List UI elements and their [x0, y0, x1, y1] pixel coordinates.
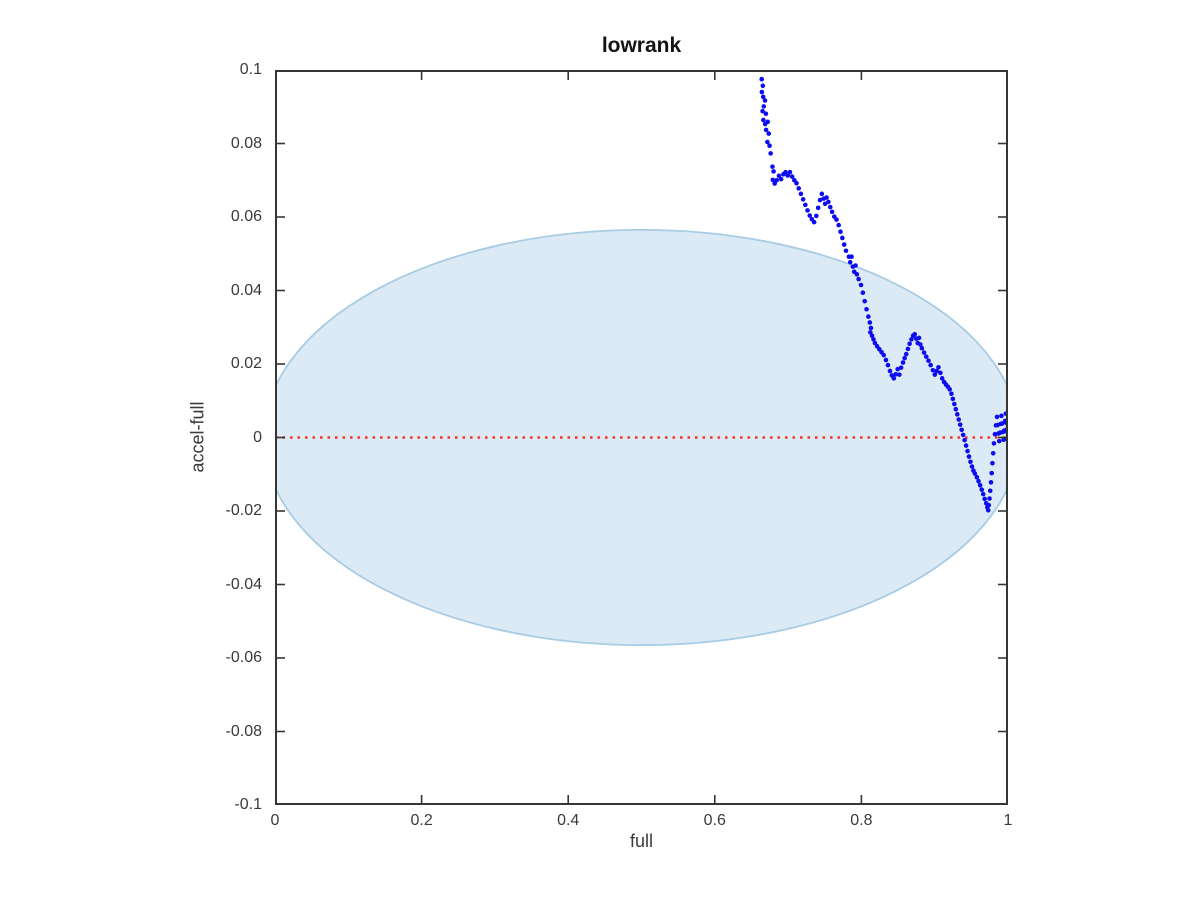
y-tick-label: 0 — [253, 428, 262, 446]
y-tick-label: 0.06 — [230, 208, 262, 225]
y-tick-label: 0.02 — [230, 355, 262, 372]
y-tick-label: -0.02 — [225, 502, 262, 519]
plot-content — [275, 76, 1008, 646]
x-tick-label: 0 — [270, 812, 280, 829]
x-tick-label: 0.4 — [557, 812, 580, 829]
y-tick-label: 0.08 — [230, 134, 262, 152]
x-tick-label: 1 — [1003, 812, 1013, 829]
chart-title: lowrank — [601, 34, 682, 57]
plot-border — [275, 70, 1008, 805]
y-tick-label: 0.1 — [239, 61, 262, 78]
x-tick-label: 0.8 — [850, 812, 873, 829]
x-tick-label: 0.2 — [410, 812, 433, 829]
tick-marks — [275, 70, 1008, 805]
y-tick-label: -0.06 — [225, 649, 262, 666]
y-tick-label: 0.04 — [230, 281, 262, 299]
plot-area — [275, 70, 1008, 805]
x-tick-label: 0.6 — [703, 812, 726, 829]
confidence-ellipse — [275, 229, 1008, 646]
x-axis-label: full — [629, 831, 653, 851]
y-tick-label: -0.04 — [225, 575, 262, 593]
y-tick-label: -0.1 — [234, 796, 262, 813]
y-tick-label: -0.08 — [225, 722, 262, 740]
scatter-points — [759, 76, 1008, 513]
